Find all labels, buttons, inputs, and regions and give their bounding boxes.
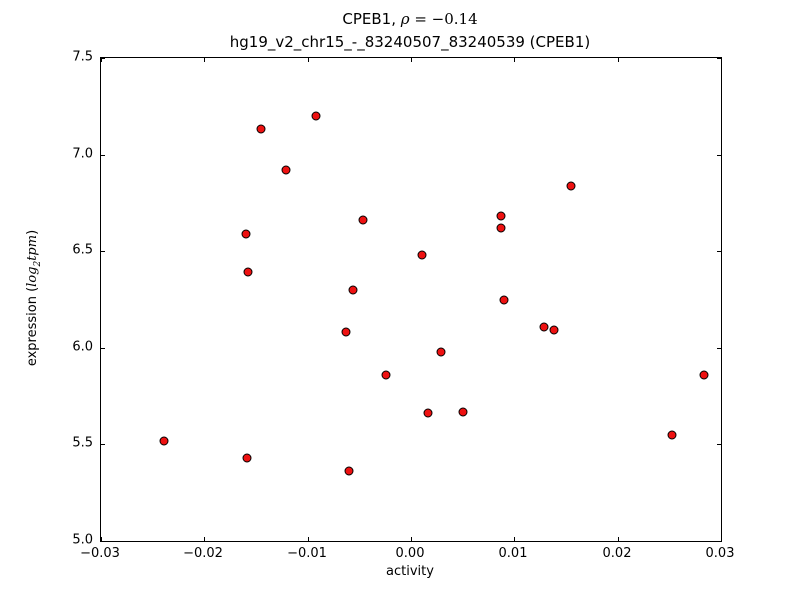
y-axis-label-close: ) xyxy=(25,229,41,235)
x-tick-mark xyxy=(618,58,619,62)
x-tick-label: 0.03 xyxy=(705,546,735,561)
data-point xyxy=(348,285,358,295)
x-tick-mark xyxy=(721,58,722,62)
data-point xyxy=(358,215,368,225)
y-tick-mark xyxy=(717,444,721,445)
data-point xyxy=(311,111,321,121)
x-tick-mark xyxy=(514,537,515,541)
x-axis-label: activity xyxy=(386,564,434,579)
y-tick-mark xyxy=(717,348,721,349)
y-tick-mark xyxy=(101,348,105,349)
plot-area xyxy=(100,57,722,542)
rho-symbol: ρ xyxy=(400,10,410,28)
data-point xyxy=(341,327,351,337)
x-tick-mark xyxy=(618,537,619,541)
data-point xyxy=(423,408,433,418)
data-point xyxy=(496,211,506,221)
x-tick-label: −0.03 xyxy=(80,546,120,561)
data-point xyxy=(496,223,506,233)
x-tick-mark xyxy=(101,537,102,541)
chart-title-text: CPEB1, xyxy=(342,10,401,28)
data-point xyxy=(242,453,252,463)
x-tick-mark xyxy=(411,537,412,541)
x-tick-mark xyxy=(514,58,515,62)
y-tick-mark xyxy=(101,444,105,445)
data-point xyxy=(539,322,549,332)
rho-value: = −0.14 xyxy=(409,10,478,28)
data-point xyxy=(281,165,291,175)
y-tick-mark xyxy=(717,541,721,542)
data-point xyxy=(566,181,576,190)
chart-title: CPEB1, ρ = −0.14 xyxy=(100,10,720,28)
x-tick-mark xyxy=(101,58,102,62)
y-axis-label: expression (log2tpm) xyxy=(25,230,43,366)
x-tick-mark xyxy=(411,58,412,62)
y-tick-mark xyxy=(717,155,721,156)
x-tick-label: 0.00 xyxy=(395,546,425,561)
data-point xyxy=(381,370,391,380)
y-axis-math-sub: 2 xyxy=(32,260,43,267)
y-tick-mark xyxy=(101,155,105,156)
x-tick-label: 0.02 xyxy=(602,546,632,561)
y-tick-label: 6.0 xyxy=(72,339,93,355)
y-axis-math-tpm: tpm xyxy=(25,234,41,261)
x-tick-mark xyxy=(308,58,309,62)
data-point xyxy=(241,229,251,239)
data-point xyxy=(436,347,446,357)
chart-subtitle: hg19_v2_chr15_-_83240507_83240539 (CPEB1… xyxy=(229,33,591,51)
data-point xyxy=(667,430,677,440)
y-tick-mark xyxy=(101,58,105,59)
x-tick-mark xyxy=(721,537,722,541)
data-point xyxy=(256,124,266,134)
data-point xyxy=(159,436,169,446)
y-tick-label: 7.0 xyxy=(72,146,93,162)
data-point xyxy=(699,370,709,380)
y-tick-label: 5.0 xyxy=(72,532,93,548)
x-tick-mark xyxy=(204,537,205,541)
x-tick-label: −0.01 xyxy=(287,546,327,561)
x-tick-mark xyxy=(204,58,205,62)
y-tick-mark xyxy=(101,541,105,542)
x-tick-mark xyxy=(308,537,309,541)
y-tick-mark xyxy=(717,58,721,59)
data-point xyxy=(417,250,427,260)
data-point xyxy=(499,295,509,304)
x-tick-label: 0.01 xyxy=(498,546,528,561)
y-axis-math-log: log xyxy=(25,266,41,287)
data-point xyxy=(549,325,559,335)
y-tick-mark xyxy=(101,251,105,252)
y-tick-label: 6.5 xyxy=(72,242,93,258)
data-point xyxy=(344,466,354,476)
data-point xyxy=(243,267,253,277)
y-tick-mark xyxy=(717,251,721,252)
y-axis-label-text: expression ( xyxy=(25,286,41,367)
y-tick-label: 5.5 xyxy=(72,435,93,451)
y-tick-label: 7.5 xyxy=(72,49,93,65)
data-point xyxy=(458,407,468,417)
x-tick-label: −0.02 xyxy=(183,546,223,561)
